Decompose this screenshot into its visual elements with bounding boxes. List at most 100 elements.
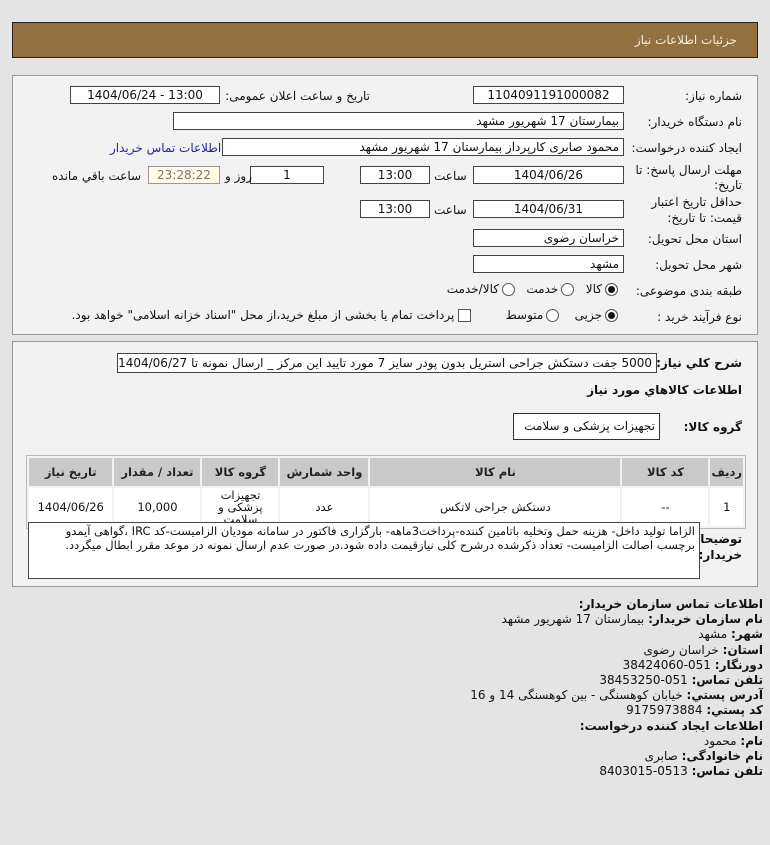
col-group: گروه کالا [202,458,279,486]
col-qty: تعداد / مقدار [114,458,201,486]
cell-row: 1 [710,488,743,526]
contact-value: خیابان کوهسنگی - بین کوهسنگی 14 و 16 [470,688,683,703]
days-label: روز و [225,169,252,183]
contact-value: 9175973884 [626,703,703,718]
contact-key: تلفن تماس: [691,764,763,779]
validity-label: حداقل تاریخ اعتبار [651,195,742,209]
contact-value: مشهد [698,627,728,642]
process-medium-radio[interactable]: متوسط [506,308,560,322]
col-code: کد کالا [622,458,709,486]
col-name: نام کالا [370,458,621,486]
contact-line: دورنگار: 051-38424060 [470,658,763,673]
col-unit: واحد شمارش [280,458,369,486]
announce-field: 1404/06/24 - 13:00 [70,86,220,104]
contact-line: نام سازمان خریدار: بیمارستان 17 شهریور م… [470,612,764,627]
deadline-label-2: تاریخ: [714,178,742,192]
contact-key: نام خانوادگی: [681,749,763,764]
contact-line: آدرس پستي: خیابان کوهسنگی - بین کوهسنگی … [470,688,763,703]
contact-key: کد پستي: [706,703,763,718]
contact-value: 051-38453250 [599,673,688,688]
contact-value: صابری [644,749,678,764]
city-label: شهر محل تحویل: [655,258,742,272]
deadline-date-field: 1404/06/26 [473,166,624,184]
cell-date: 1404/06/26 [29,488,113,526]
province-field: خراسان رضوی [473,229,624,247]
summary-label: شرح کلي نياز: [656,356,742,370]
category-label: طبقه بندی موضوعی: [635,284,742,298]
contact-value: 051-38424060 [622,657,711,672]
time-label: ساعت [434,169,467,183]
province-label: استان محل تحویل: [647,232,742,246]
table-header-row: ردیف کد کالا نام کالا واحد شمارش گروه کا… [29,458,743,486]
summary-field: 5000 جفت دستکش جراحی استریل بدون پودر سا… [117,353,657,373]
col-row: ردیف [710,458,743,486]
process-minor-radio[interactable]: جزیی [575,308,618,322]
col-date: تاریخ نیاز [29,458,113,486]
need-number-label: شماره نیاز: [685,89,742,103]
group-label: گروه کالا: [683,420,742,434]
goods-title: اطلاعات کالاهاي مورد نياز [587,383,742,397]
buyer-field: بیمارستان 17 شهریور مشهد [173,112,624,130]
deadline-label: مهلت ارسال پاسخ: تا [635,163,742,177]
contact-key: شهر: [731,627,763,642]
contact-key: استان: [722,642,763,657]
contact-line: شهر: مشهد [470,627,763,642]
validity-date-field: 1404/06/31 [473,200,624,218]
cell-qty: 10,000 [114,488,201,526]
table-row: 1 -- دستکش جراحی لاتکس عدد تجهیزات پزشکی… [29,488,743,526]
contact-line: نام: محمود [470,734,763,749]
process-radio-group: جزیی متوسط پرداخت تمام یا بخشی از مبلغ خ… [72,308,618,322]
process-label: نوع فرآیند خرید : [657,310,742,324]
category-service-radio[interactable]: خدمت [526,282,575,296]
contact-key: دورنگار: [714,657,763,672]
contact-key: آدرس پستي: [686,688,763,703]
creator-label: ایجاد کننده درخواست: [631,141,742,155]
radio-icon[interactable] [561,283,575,296]
contact-value: محمود [703,733,737,748]
buyer-label: نام دستگاه خریدار: [647,115,743,129]
validity-label-2: قیمت: تا تاریخ: [667,211,742,225]
city-field: مشهد [473,255,624,273]
validity-time-label: ساعت [434,203,467,217]
radio-icon[interactable] [501,283,515,296]
notes-label-2: خریدار: [698,548,742,562]
creator-field: محمود صابری کارپرداز بیمارستان 17 شهریور… [222,138,624,156]
page-title: جزئیات اطلاعات نیاز [634,33,737,47]
radio-icon[interactable] [605,283,618,296]
cell-name: دستکش جراحی لاتکس [370,488,621,526]
buyer-contact-link[interactable]: اطلاعات تماس خریدار [110,141,222,155]
remaining-time-field: 23:28:22 [148,166,220,184]
creator-contact-title: اطلاعات ایجاد کننده درخواست: [579,718,763,733]
org-contact-title: اطلاعات تماس سازمان خریدار: [578,597,763,611]
checkbox-icon[interactable] [458,309,472,322]
contact-value: بیمارستان 17 شهریور مشهد [501,612,645,627]
radio-icon[interactable] [546,309,560,322]
group-field: تجهیزات پزشکی و سلامت [513,413,660,440]
days-field: 1 [250,166,324,184]
cell-group: تجهیزات پزشکی و سلامت [202,488,279,526]
need-number-field: 1104091191000082 [473,86,624,104]
category-goods-radio[interactable]: کالا [586,282,618,296]
contact-key: نام: [740,733,763,748]
validity-time-field: 13:00 [360,200,430,218]
radio-icon[interactable] [605,309,618,322]
contact-line: کد پستي: 9175973884 [470,703,763,718]
category-both-radio[interactable]: کالا/خدمت [447,282,515,296]
treasury-payment-checkbox[interactable]: پرداخت تمام یا بخشی از مبلغ خرید،از محل … [72,308,472,322]
cell-code: -- [622,488,709,526]
contact-line: نام خانوادگی: صابری [470,749,763,764]
contact-value: 0513-8403015 [599,764,688,779]
category-radio-group: کالا خدمت کالا/خدمت [447,282,618,296]
contact-line: تلفن تماس: 051-38453250 [470,673,763,688]
contact-line: تلفن تماس: 0513-8403015 [470,764,763,779]
deadline-time-field: 13:00 [360,166,430,184]
page-header: جزئیات اطلاعات نیاز [12,22,758,58]
contact-key: نام سازمان خریدار: [648,612,763,627]
contact-value: خراسان رضوی [643,642,719,657]
goods-table: ردیف کد کالا نام کالا واحد شمارش گروه کا… [26,455,746,529]
contact-line: استان: خراسان رضوی [470,643,763,658]
announce-label: تاریخ و ساعت اعلان عمومی: [225,89,370,103]
notes-field: الزاما تولید داخل- هزینه حمل وتخلیه باتا… [28,522,700,579]
remaining-label: ساعت باقي مانده [52,169,142,183]
notes-label: توضیحات [688,532,742,546]
